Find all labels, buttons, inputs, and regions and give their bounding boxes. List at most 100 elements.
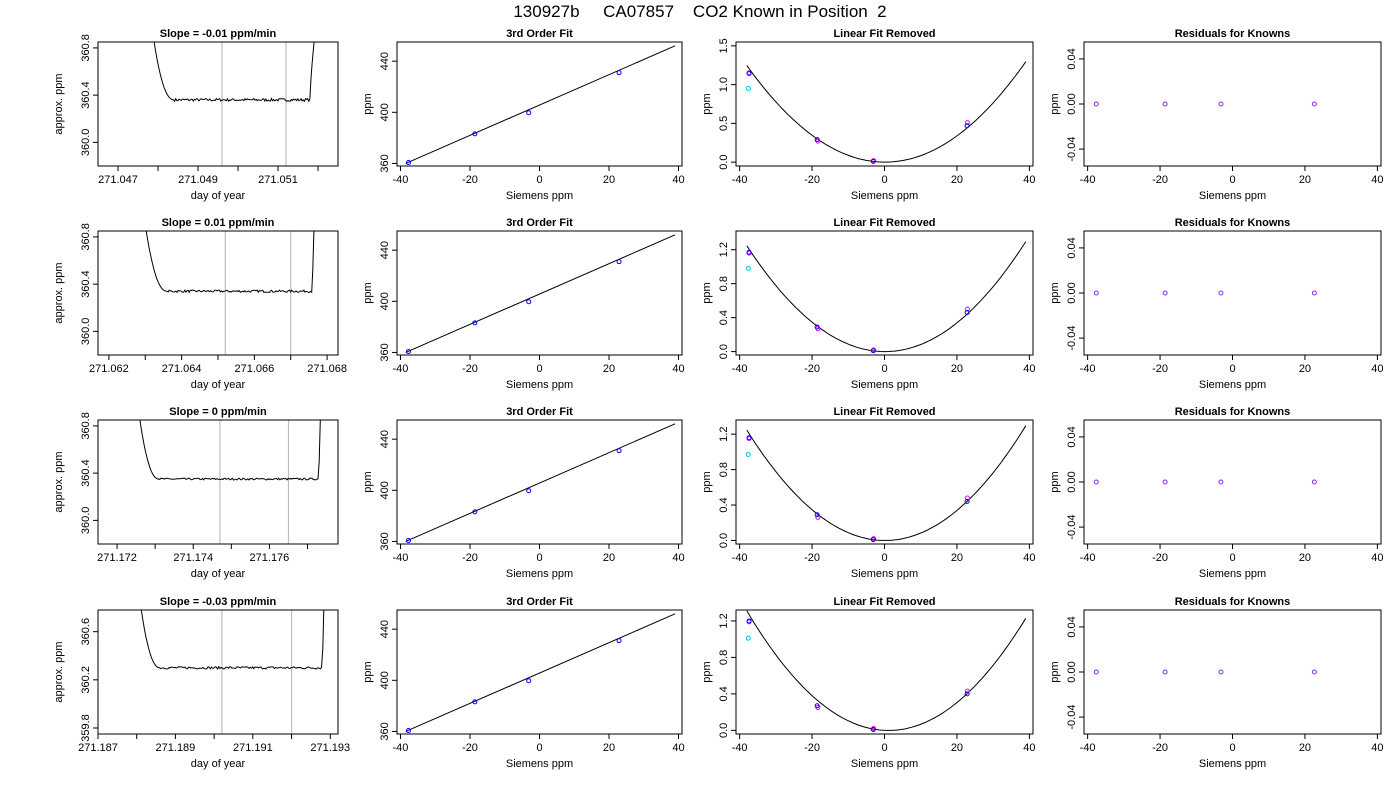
data-point-blue — [870, 537, 876, 543]
x-tick-label: -20 — [804, 363, 820, 375]
y-tick-label: 1.5 — [718, 38, 730, 53]
plot-frame — [396, 419, 683, 545]
data-point — [405, 728, 411, 734]
x-tick-label: 0 — [536, 742, 542, 754]
data-point-blue — [814, 324, 820, 330]
x-tick-label: -20 — [462, 363, 478, 375]
panel-title: 3rd Order Fit — [506, 217, 573, 229]
x-axis-label: day of year — [191, 379, 246, 391]
y-tick-label: 360.6 — [80, 618, 92, 646]
panel-residuals-0: Residuals for Knowns -40 -20 0 20 40 -0.04 0.00… — [1049, 28, 1384, 202]
panel-fit-3: 3rd Order Fit -40 -20 0 20 40 360 400 440 Siemens… — [362, 596, 685, 770]
x-tick-label: -20 — [1152, 363, 1168, 375]
y-tick-label: 360.0 — [80, 318, 92, 346]
data-point — [616, 259, 622, 265]
y-axis-label: ppm — [362, 661, 374, 682]
y-tick-label: 360.4 — [80, 81, 92, 109]
fit-line — [405, 234, 676, 353]
panel-title: 3rd Order Fit — [506, 28, 573, 40]
residual-point — [1218, 290, 1224, 296]
x-tick-label: 40 — [1371, 363, 1383, 375]
y-axis-label: ppm — [1049, 282, 1061, 303]
y-tick-label: 0.04 — [1066, 426, 1078, 447]
residual-point — [1311, 101, 1317, 107]
x-tick-label: 20 — [1299, 552, 1311, 564]
plot-frame — [735, 230, 1034, 356]
x-tick-label: 20 — [1299, 174, 1311, 186]
x-tick-label: 271.047 — [98, 174, 138, 186]
x-axis-label: day of year — [191, 758, 246, 770]
x-axis-label: Siemens ppm — [851, 379, 918, 391]
y-axis-label: approx. ppm — [53, 73, 65, 134]
x-axis-label: Siemens ppm — [851, 758, 918, 770]
x-tick-label: 40 — [1023, 742, 1035, 754]
x-tick-label: 271.176 — [250, 552, 290, 564]
x-tick-label: 0 — [536, 174, 542, 186]
x-tick-label: -40 — [1080, 552, 1096, 564]
panel-title: Slope = -0.03 ppm/min — [160, 596, 277, 608]
data-point — [616, 448, 622, 454]
y-tick-label: 0.04 — [1066, 616, 1078, 637]
panel-title: Linear Fit Removed — [833, 217, 935, 229]
fit-line — [405, 423, 676, 542]
y-tick-label: 0.8 — [718, 462, 730, 477]
x-tick-label: 20 — [603, 174, 615, 186]
y-tick-label: 0.8 — [718, 276, 730, 291]
panel-fit-0: 3rd Order Fit -40 -20 0 20 40 360 400 440 Siemens… — [362, 28, 685, 202]
data-point — [472, 509, 478, 515]
data-point-blue — [964, 498, 970, 504]
plot-frame — [735, 609, 1034, 735]
x-tick-label: 271.051 — [258, 174, 298, 186]
data-point-blue — [870, 158, 876, 164]
panel-linear_removed-3: Linear Fit Removed -40 -20 0 20 40 0.0 0.4 0.8 1.… — [701, 596, 1036, 770]
data-point-blue — [870, 348, 876, 354]
data-point — [405, 349, 411, 355]
x-tick-label: 40 — [672, 742, 684, 754]
data-point-blue — [746, 70, 752, 76]
y-tick-label: 0.0 — [718, 723, 730, 738]
residual-point — [1311, 479, 1317, 485]
data-point — [616, 638, 622, 644]
x-axis-label: day of year — [191, 568, 246, 580]
x-tick-label: 40 — [1023, 174, 1035, 186]
panel-linear_removed-1: Linear Fit Removed -40 -20 0 20 40 0.0 0.4 0.8 1.… — [701, 217, 1036, 391]
fit-curve — [746, 425, 1027, 541]
residual-point — [1218, 669, 1224, 675]
x-tick-label: -40 — [732, 363, 748, 375]
residual-point — [1162, 479, 1168, 485]
x-tick-label: 0 — [881, 552, 887, 564]
x-tick-label: 271.191 — [233, 742, 273, 754]
data-point-blue — [746, 249, 752, 255]
x-tick-label: -20 — [462, 174, 478, 186]
data-point-blue — [814, 512, 820, 518]
y-tick-label: 360 — [379, 532, 391, 550]
panel-timeseries-1: Slope = 0.01 ppm/min 271.062 271.064 271.06… — [53, 217, 347, 391]
x-tick-label: -20 — [1152, 552, 1168, 564]
x-tick-label: 20 — [951, 363, 963, 375]
data-point-blue — [814, 137, 820, 143]
series-line — [145, 231, 315, 294]
x-tick-label: 271.062 — [89, 363, 129, 375]
y-axis-label: ppm — [1049, 661, 1061, 682]
x-axis-label: Siemens ppm — [1199, 190, 1266, 202]
x-tick-label: 20 — [603, 742, 615, 754]
panel-fit-2: 3rd Order Fit -40 -20 0 20 40 360 400 440 Siemens… — [362, 406, 685, 580]
data-point-blue — [746, 435, 752, 441]
y-tick-label: 400 — [379, 103, 391, 121]
panel-residuals-3: Residuals for Knowns -40 -20 0 20 40 -0.04 0.00… — [1049, 596, 1384, 770]
panel-linear_removed-2: Linear Fit Removed -40 -20 0 20 40 0.0 0.4 0.8 1.… — [701, 406, 1036, 580]
x-axis-label: Siemens ppm — [851, 568, 918, 580]
x-tick-label: 20 — [951, 742, 963, 754]
data-point — [526, 678, 532, 684]
y-tick-label: 0.0 — [718, 154, 730, 169]
x-axis-label: day of year — [191, 190, 246, 202]
x-tick-label: -40 — [732, 552, 748, 564]
x-tick-label: -40 — [393, 742, 409, 754]
x-tick-label: 271.049 — [178, 174, 218, 186]
y-axis-label: ppm — [362, 282, 374, 303]
data-point-magenta — [964, 120, 970, 126]
plot-frame — [1083, 609, 1382, 735]
y-tick-label: 440 — [379, 620, 391, 638]
panel-title: Residuals for Knowns — [1175, 406, 1291, 418]
